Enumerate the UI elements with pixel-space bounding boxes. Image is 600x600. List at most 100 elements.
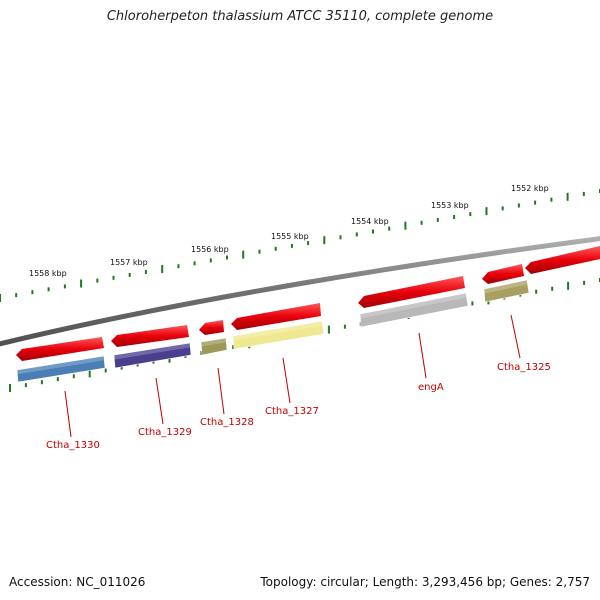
- leader-ctha1327: [282, 357, 291, 404]
- genome-summary-text: Topology: circular; Length: 3,293,456 bp…: [260, 575, 590, 589]
- outer-minor-tick: [193, 261, 196, 266]
- cds-arrow-ctha1329[interactable]: [111, 325, 189, 347]
- outer-minor-tick: [15, 293, 18, 298]
- cds-arrow-enga[interactable]: [358, 276, 465, 308]
- outer-major-tick: [0, 294, 1, 302]
- inner-major-tick: [9, 384, 11, 392]
- gene-label-enga[interactable]: engA: [418, 382, 444, 393]
- gene-label-ctha1325[interactable]: Ctha_1325: [497, 362, 551, 373]
- inner-minor-tick: [40, 380, 43, 385]
- inner-major-tick: [327, 325, 330, 334]
- outer-minor-tick: [501, 206, 504, 211]
- gene-label-ctha1328[interactable]: Ctha_1328: [200, 417, 254, 428]
- cds-arrow-ctha1330[interactable]: [16, 337, 104, 361]
- outer-minor-tick: [128, 272, 131, 277]
- outer-minor-tick: [517, 203, 520, 208]
- accession-text: Accession: NC_011026: [9, 575, 146, 589]
- outer-minor-tick: [582, 191, 585, 196]
- inner-minor-tick: [104, 368, 107, 373]
- kbp-label-1553: 1553 kbp: [431, 201, 469, 210]
- outer-major-tick: [242, 250, 245, 259]
- inner-minor-tick: [535, 289, 538, 294]
- inner-minor-tick: [583, 280, 586, 285]
- outer-minor-tick: [274, 246, 277, 251]
- inner-major-tick: [88, 369, 91, 378]
- gene-bar-ctha1327[interactable]: [232, 320, 325, 350]
- outer-minor-tick: [290, 243, 293, 248]
- outer-major-tick: [161, 265, 164, 274]
- outer-minor-tick: [47, 287, 50, 292]
- outer-major-tick: [566, 192, 569, 201]
- gene-label-ctha1330[interactable]: Ctha_1330: [46, 440, 100, 451]
- outer-major-tick: [485, 207, 488, 216]
- inner-major-tick: [567, 281, 570, 290]
- inner-minor-tick: [200, 351, 203, 355]
- bar-highlight: [484, 280, 528, 294]
- outer-minor-tick: [63, 284, 66, 289]
- kbp-label-1554: 1554 kbp: [351, 217, 389, 226]
- leader-enga: [418, 332, 427, 379]
- gene-bar-ctha1328[interactable]: [200, 337, 228, 356]
- inner-minor-tick: [120, 365, 123, 370]
- kbp-label-1556: 1556 kbp: [191, 245, 229, 254]
- inner-minor-tick: [72, 374, 75, 379]
- inner-minor-tick: [56, 377, 59, 382]
- outer-minor-tick: [96, 278, 99, 283]
- cds-arrow-ctha1325[interactable]: [482, 264, 524, 284]
- outer-minor-tick: [436, 217, 439, 222]
- leader-lines: [64, 314, 521, 438]
- kbp-label-1557: 1557 kbp: [110, 258, 148, 267]
- outer-minor-tick: [209, 258, 212, 263]
- leader-ctha1325: [510, 314, 521, 359]
- outer-minor-tick: [112, 275, 115, 280]
- outer-minor-tick: [388, 226, 391, 231]
- inner-minor-tick: [551, 286, 554, 291]
- outer-minor-tick: [453, 215, 456, 219]
- bar-highlight: [114, 343, 191, 360]
- outer-minor-tick: [469, 212, 472, 217]
- outer-minor-tick: [258, 249, 261, 254]
- inner-minor-tick: [136, 362, 139, 367]
- gene-bar-ctha1325[interactable]: [483, 279, 530, 303]
- outer-minor-tick: [355, 232, 358, 237]
- bar-highlight: [360, 293, 467, 319]
- gene-bar-enga[interactable]: [359, 292, 469, 328]
- outer-minor-tick: [177, 264, 180, 269]
- leader-ctha1329: [155, 377, 164, 425]
- gene-label-ctha1327[interactable]: Ctha_1327: [265, 406, 319, 417]
- bar-highlight: [201, 338, 227, 347]
- outer-tick-row: [0, 189, 600, 302]
- outer-minor-tick: [31, 290, 34, 295]
- genome-backbone: [0, 236, 600, 347]
- outer-minor-tick: [534, 200, 537, 205]
- inner-minor-tick: [343, 324, 346, 329]
- outer-major-tick: [323, 236, 326, 245]
- cds-arrow-ctha1328[interactable]: [199, 320, 224, 335]
- outer-major-tick: [80, 279, 83, 288]
- leader-ctha1330: [64, 390, 72, 438]
- outer-minor-tick: [144, 270, 147, 274]
- outer-major-tick: [404, 221, 407, 230]
- bar-shading: [17, 280, 528, 375]
- outer-minor-tick: [372, 229, 374, 234]
- outer-minor-tick: [420, 220, 423, 225]
- gene-bar-ctha1329[interactable]: [113, 342, 192, 369]
- gene-label-ctha1329[interactable]: Ctha_1329: [138, 427, 192, 438]
- outer-minor-tick: [339, 235, 342, 240]
- cds-arrow-ctha1327[interactable]: [231, 303, 321, 330]
- cds-arrow-next[interactable]: [525, 246, 600, 274]
- kbp-label-1552: 1552 kbp: [511, 184, 549, 193]
- inner-minor-tick: [24, 383, 27, 388]
- bar-highlight: [233, 321, 323, 341]
- gene-bar-ctha1330[interactable]: [16, 355, 106, 383]
- kbp-label-1558: 1558 kbp: [29, 269, 67, 278]
- leader-ctha1328: [217, 367, 225, 415]
- kbp-label-1555: 1555 kbp: [271, 232, 309, 241]
- outer-minor-tick: [307, 241, 310, 246]
- map-title: Chloroherpeton thalassium ATCC 35110, co…: [106, 9, 494, 24]
- outer-minor-tick: [226, 255, 228, 260]
- outer-minor-tick: [550, 197, 553, 202]
- inner-minor-tick: [471, 301, 474, 306]
- inner-minor-tick: [232, 345, 235, 350]
